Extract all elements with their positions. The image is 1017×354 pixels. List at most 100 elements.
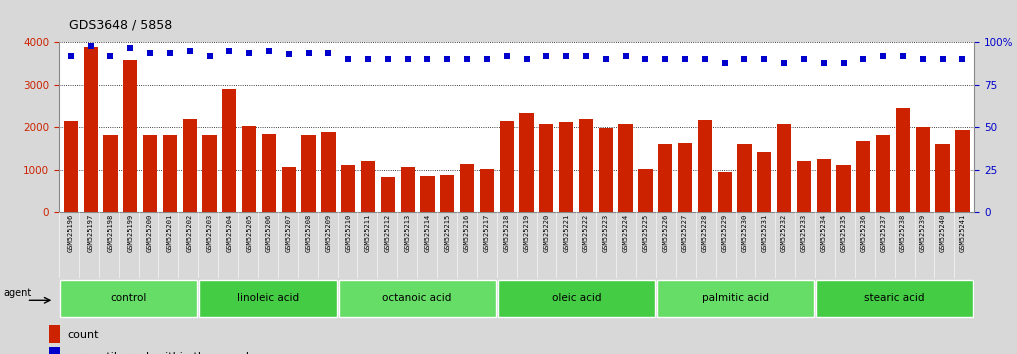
Bar xyxy=(718,172,732,212)
Point xyxy=(103,53,119,59)
Bar xyxy=(163,135,177,212)
Bar xyxy=(261,134,277,212)
Point xyxy=(677,57,694,62)
Bar xyxy=(202,135,217,212)
Point xyxy=(558,53,575,59)
Bar xyxy=(361,161,375,212)
Bar xyxy=(420,176,434,212)
Bar xyxy=(49,325,60,343)
Bar xyxy=(856,142,871,212)
Point xyxy=(855,57,872,62)
Bar xyxy=(83,47,98,212)
Point xyxy=(260,48,277,54)
Text: octanoic acid: octanoic acid xyxy=(382,293,452,303)
Point xyxy=(697,57,713,62)
Point xyxy=(598,57,614,62)
Point xyxy=(162,50,178,56)
Bar xyxy=(876,135,890,212)
Bar xyxy=(618,125,633,212)
Bar xyxy=(242,126,256,212)
Text: control: control xyxy=(111,293,146,303)
Point xyxy=(657,57,673,62)
Bar xyxy=(599,128,613,212)
Bar xyxy=(440,175,455,212)
Point xyxy=(281,52,297,57)
Bar xyxy=(836,165,850,212)
Point xyxy=(736,57,753,62)
Point xyxy=(519,57,535,62)
Point xyxy=(320,50,337,56)
Point xyxy=(142,50,159,56)
Bar xyxy=(579,119,593,212)
Bar xyxy=(49,347,60,354)
Bar xyxy=(698,120,712,212)
Bar xyxy=(817,159,831,212)
Bar xyxy=(480,169,494,212)
Bar xyxy=(460,164,474,212)
Bar xyxy=(777,124,791,212)
Bar xyxy=(678,143,693,212)
Point xyxy=(241,50,257,56)
Point xyxy=(498,53,515,59)
Bar xyxy=(816,280,973,316)
Bar xyxy=(123,60,137,212)
Bar xyxy=(183,119,197,212)
Point xyxy=(617,53,634,59)
Point xyxy=(182,48,198,54)
Text: palmitic acid: palmitic acid xyxy=(702,293,769,303)
Point xyxy=(63,53,79,59)
Point xyxy=(82,43,99,49)
Point xyxy=(795,57,812,62)
Point xyxy=(360,57,376,62)
Point xyxy=(379,57,396,62)
Bar xyxy=(658,144,672,212)
Point xyxy=(895,53,911,59)
Point xyxy=(201,53,218,59)
Bar xyxy=(199,280,337,316)
Bar xyxy=(339,280,495,316)
Text: stearic acid: stearic acid xyxy=(864,293,924,303)
Bar xyxy=(401,166,415,212)
Point xyxy=(439,57,456,62)
Text: linoleic acid: linoleic acid xyxy=(237,293,299,303)
Point xyxy=(954,57,970,62)
Point xyxy=(300,50,316,56)
Point xyxy=(638,57,654,62)
Bar xyxy=(639,169,653,212)
Point xyxy=(400,57,416,62)
Point xyxy=(479,57,495,62)
Text: percentile rank within the sample: percentile rank within the sample xyxy=(67,352,255,354)
Bar xyxy=(341,165,355,212)
Point xyxy=(419,57,435,62)
Point xyxy=(340,57,356,62)
Bar xyxy=(497,280,655,316)
Point xyxy=(835,60,851,66)
Point xyxy=(935,57,951,62)
Bar xyxy=(737,144,752,212)
Text: count: count xyxy=(67,330,99,340)
Bar xyxy=(757,152,772,212)
Point xyxy=(875,53,891,59)
Point xyxy=(717,60,733,66)
Point xyxy=(578,53,594,59)
Point xyxy=(122,45,138,50)
Text: agent: agent xyxy=(3,289,32,298)
Bar xyxy=(559,122,574,212)
Point xyxy=(757,57,773,62)
Bar xyxy=(104,135,118,212)
Point xyxy=(914,57,931,62)
Bar xyxy=(520,113,534,212)
Bar xyxy=(796,161,811,212)
Bar xyxy=(223,89,237,212)
Bar xyxy=(896,108,910,212)
Point xyxy=(222,48,238,54)
Bar xyxy=(380,177,395,212)
Bar xyxy=(915,127,930,212)
Bar xyxy=(143,135,158,212)
Bar xyxy=(936,144,950,212)
Point xyxy=(538,53,554,59)
Bar xyxy=(499,121,514,212)
Bar xyxy=(657,280,814,316)
Bar xyxy=(539,124,553,212)
Text: GDS3648 / 5858: GDS3648 / 5858 xyxy=(69,19,173,32)
